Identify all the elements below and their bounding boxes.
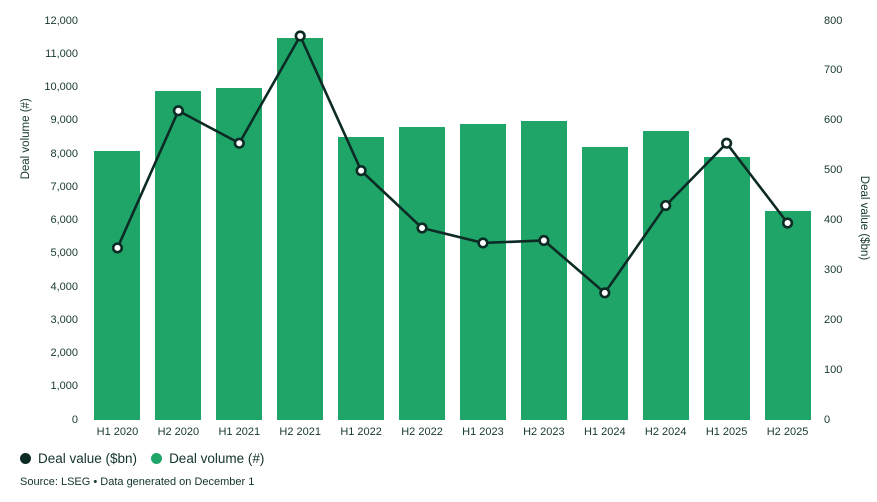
source-note: Source: LSEG • Data generated on Decembe… bbox=[20, 476, 255, 488]
x-axis-label: H2 2023 bbox=[523, 426, 565, 438]
left-axis-tick: 1,000 bbox=[50, 380, 78, 393]
right-axis-tick: 100 bbox=[824, 363, 843, 376]
legend-item: Deal volume (#) bbox=[151, 451, 264, 466]
x-axis-label: H1 2020 bbox=[96, 426, 139, 438]
right-axis-tick: 0 bbox=[824, 413, 831, 426]
legend-dot-icon bbox=[151, 453, 163, 464]
left-axis-tick: 3,000 bbox=[50, 313, 78, 326]
left-axis-tick: 9,000 bbox=[50, 114, 78, 127]
bar-H2 2025 bbox=[764, 210, 811, 420]
x-axis-label: H1 2024 bbox=[583, 426, 626, 438]
left-axis-tick: 12,000 bbox=[44, 14, 78, 27]
right-axis-tick: 800 bbox=[824, 14, 843, 27]
bar-H2 2022 bbox=[399, 127, 446, 420]
x-axis-label: H2 2020 bbox=[157, 426, 200, 438]
right-axis-tick: 500 bbox=[824, 164, 843, 177]
right-axis-tick: 600 bbox=[824, 114, 843, 127]
x-axis-label: H2 2022 bbox=[401, 426, 443, 438]
bar-H2 2024 bbox=[642, 130, 689, 420]
bar-H1 2020 bbox=[94, 150, 141, 420]
bar-H2 2023 bbox=[520, 120, 567, 420]
right-axis-tick: 700 bbox=[824, 64, 843, 77]
legend-label: Deal value ($bn) bbox=[38, 451, 138, 466]
left-axis-tick: 10,000 bbox=[44, 81, 78, 93]
right-axis-tick: 400 bbox=[824, 214, 843, 226]
x-axis-label: H2 2025 bbox=[766, 426, 809, 438]
left-axis-tick: 7,000 bbox=[50, 180, 78, 193]
x-axis-label: H1 2021 bbox=[218, 426, 261, 438]
line-point-H1 2025 bbox=[721, 137, 733, 149]
bar-H1 2024 bbox=[581, 147, 628, 420]
left-axis-title: Deal volume (#) bbox=[20, 98, 32, 180]
legend-label: Deal volume (#) bbox=[169, 451, 265, 466]
right-axis-tick: 200 bbox=[824, 313, 843, 326]
bar-H1 2021 bbox=[216, 87, 263, 420]
legend-dot-icon bbox=[20, 453, 31, 464]
left-axis-tick: 5,000 bbox=[50, 247, 78, 260]
bar-H2 2020 bbox=[155, 90, 202, 420]
left-axis-tick: 0 bbox=[71, 413, 78, 426]
x-axis-label: H1 2025 bbox=[705, 426, 748, 438]
left-axis-tick: 2,000 bbox=[50, 347, 78, 359]
left-axis-tick: 8,000 bbox=[50, 147, 78, 160]
right-axis-title: Deal value ($bn) bbox=[858, 175, 870, 261]
left-axis-tick: 6,000 bbox=[50, 214, 78, 226]
bar-H1 2022 bbox=[338, 137, 385, 420]
x-axis-label: H1 2022 bbox=[340, 426, 382, 438]
x-axis-label: H2 2021 bbox=[279, 426, 321, 438]
bar-H2 2021 bbox=[277, 37, 324, 420]
x-axis-label: H2 2024 bbox=[644, 426, 687, 438]
legend-item: Deal value ($bn) bbox=[20, 451, 137, 466]
bar-H1 2025 bbox=[703, 157, 750, 420]
left-axis-tick: 4,000 bbox=[50, 280, 78, 293]
right-axis-tick: 300 bbox=[824, 263, 843, 276]
left-axis-tick: 11,000 bbox=[45, 47, 78, 60]
x-axis-label: H1 2023 bbox=[462, 426, 504, 438]
legend: Deal value ($bn) Deal volume (#) bbox=[20, 451, 264, 466]
bar-H1 2023 bbox=[459, 124, 506, 420]
